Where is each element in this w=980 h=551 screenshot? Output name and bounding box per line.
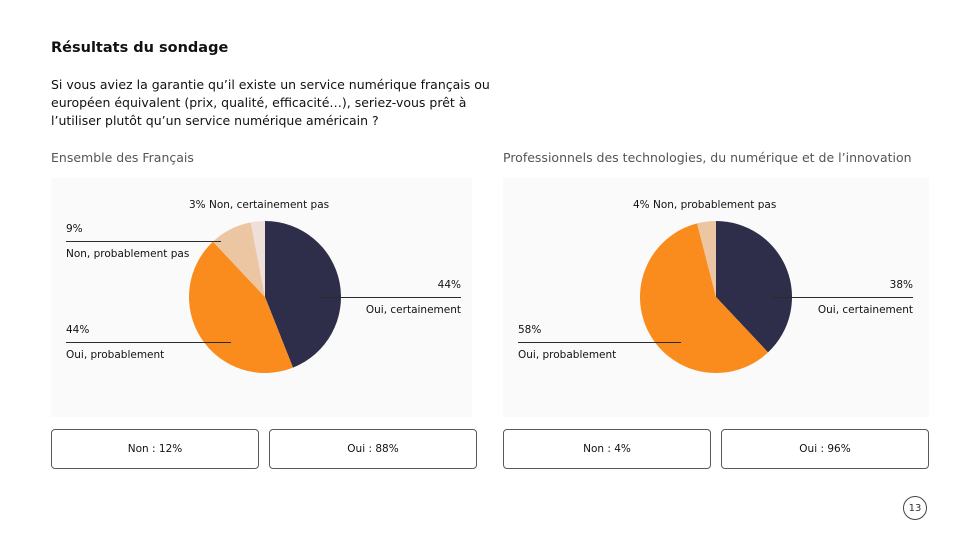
chart-title-left: Ensemble des Français — [51, 150, 194, 165]
chart-panel-left: 3% Non, certainement pas 9% Non, probabl… — [51, 178, 472, 417]
left-slice-non-probablement-pas — [212, 222, 265, 297]
left-slice-non-certainement-pas — [250, 221, 265, 297]
pie-chart-right — [640, 221, 793, 374]
slice-value-oui-probablement: 44% — [66, 324, 90, 336]
left-slice-oui-certainement — [265, 221, 341, 368]
page-title: Résultats du sondage — [51, 40, 229, 56]
chart-panel-right: 4% Non, probablement pas 38% Oui, certai… — [503, 178, 929, 417]
summary-oui-right: Oui : 96% — [721, 429, 929, 469]
summary-non-left: Non : 12% — [51, 429, 259, 469]
chart-title-right: Professionnels des technologies, du numé… — [503, 150, 912, 165]
slice-value-oui-certainement-pro: 38% — [889, 279, 913, 291]
left-slice-oui-probablement — [188, 241, 293, 373]
right-slice-non-probablement-pas — [697, 221, 716, 297]
right-slice-oui-probablement — [640, 223, 769, 374]
summary-non-right: Non : 4% — [503, 429, 711, 469]
summary-oui-left: Oui : 88% — [269, 429, 477, 469]
leader-line-oui-probablement-pro — [518, 342, 681, 343]
slice-value-non-probablement: 9% — [66, 223, 83, 235]
pie-chart-left — [188, 221, 341, 373]
slice-label-oui-certainement-pro: Oui, certainement — [817, 304, 913, 316]
survey-question: Si vous aviez la garantie qu’il existe u… — [51, 77, 490, 128]
right-slice-oui-certainement — [716, 221, 793, 353]
slice-label-non-certainement: 3% Non, certainement pas — [189, 199, 330, 211]
slice-label-oui-probablement: Oui, probablement — [66, 349, 165, 361]
slice-label-oui-probablement-pro: Oui, probablement — [518, 349, 617, 361]
leader-line-non-probablement — [66, 241, 221, 242]
slice-label-non-probablement: Non, probablement pas — [66, 248, 190, 260]
slice-label-non-probablement-pro: 4% Non, probablement pas — [633, 199, 777, 211]
slice-value-oui-probablement-pro: 58% — [518, 324, 542, 336]
page-number: 13 — [903, 496, 927, 520]
slice-label-oui-certainement: Oui, certainement — [365, 304, 461, 316]
slice-value-oui-certainement: 44% — [437, 279, 461, 291]
leader-line-oui-certainement-pro — [771, 297, 913, 298]
leader-line-oui-certainement — [320, 297, 461, 298]
leader-line-oui-probablement — [66, 342, 231, 343]
